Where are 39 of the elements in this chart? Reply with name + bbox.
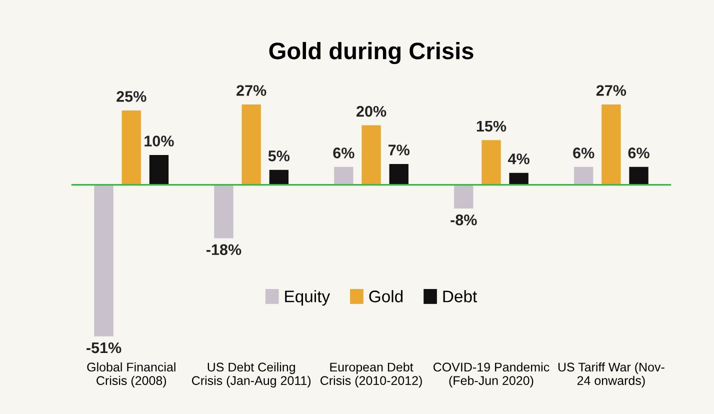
x-tick-label: US Debt Ceiling Crisis (Jan-Aug 2011) bbox=[192, 362, 311, 388]
bar bbox=[214, 184, 234, 238]
data-label: 6% bbox=[333, 148, 354, 158]
bar bbox=[94, 184, 114, 336]
x-tick-label: Global Financial Crisis (2008) bbox=[87, 362, 176, 388]
bar bbox=[629, 166, 648, 185]
data-label: 6% bbox=[573, 148, 594, 158]
data-label: 6% bbox=[628, 148, 650, 158]
data-label: 25% bbox=[116, 91, 146, 102]
bar bbox=[509, 172, 528, 185]
x-tick-label: US Tariff War (Nov- 24 onwards) bbox=[558, 362, 664, 388]
data-label: -51% bbox=[86, 342, 122, 354]
bar bbox=[334, 166, 354, 185]
data-label: 15% bbox=[476, 120, 506, 132]
data-label: 27% bbox=[596, 85, 626, 96]
bar bbox=[482, 140, 501, 185]
data-label: 27% bbox=[236, 85, 266, 96]
legend-label: Gold bbox=[369, 290, 403, 302]
x-tick-label: European Debt Crisis (2010-2012) bbox=[320, 362, 422, 388]
data-label: 20% bbox=[356, 106, 386, 117]
bar bbox=[242, 104, 261, 185]
bar bbox=[122, 110, 141, 185]
chart-title: Gold during Crisis bbox=[269, 42, 474, 64]
x-tick-label: COVID-19 Pandemic (Feb-Jun 2020) bbox=[434, 362, 550, 388]
legend-label: Equity bbox=[285, 290, 330, 306]
data-label: 7% bbox=[388, 144, 410, 156]
data-label: -18% bbox=[206, 244, 242, 256]
data-label: 10% bbox=[144, 136, 174, 146]
legend-label: Debt bbox=[443, 290, 478, 302]
bar bbox=[389, 164, 408, 185]
bar bbox=[149, 155, 169, 185]
bar bbox=[454, 184, 474, 209]
data-label: 5% bbox=[268, 150, 290, 162]
bar bbox=[574, 166, 594, 185]
bar bbox=[269, 170, 289, 185]
bar bbox=[602, 104, 621, 185]
data-label: -8% bbox=[450, 214, 477, 226]
bar bbox=[362, 125, 381, 185]
data-label: 4% bbox=[508, 154, 530, 164]
